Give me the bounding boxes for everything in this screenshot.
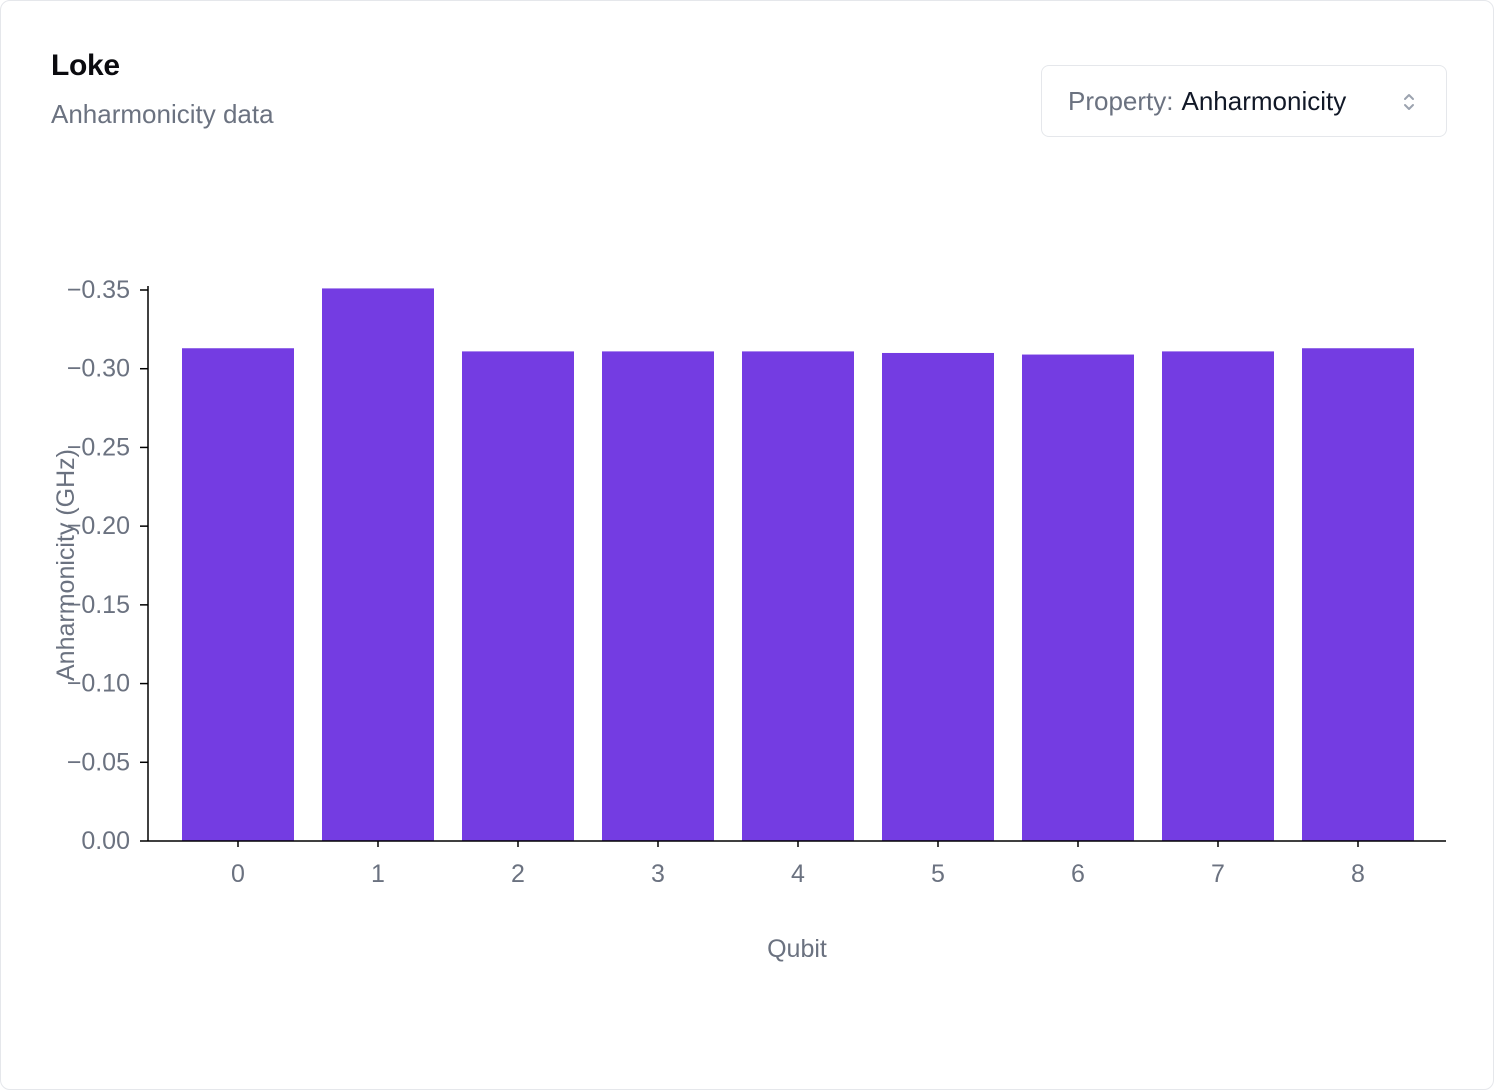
x-tick-label: 1 — [371, 860, 385, 888]
card-subtitle: Anharmonicity data — [51, 99, 274, 129]
x-tick-label: 6 — [1071, 860, 1085, 888]
y-tick-label: −0.20 — [67, 512, 130, 540]
card-title: Loke — [51, 49, 120, 82]
y-tick-label: −0.10 — [67, 670, 130, 698]
bar-qubit-5[interactable] — [882, 352, 994, 841]
y-tick-label: −0.25 — [67, 433, 130, 461]
x-tick-label: 5 — [931, 860, 945, 888]
x-axis-title: Qubit — [767, 935, 827, 963]
bar-qubit-7[interactable] — [1162, 351, 1274, 841]
property-select-value: Anharmonicity — [1181, 85, 1347, 116]
y-tick-label: −0.15 — [67, 591, 130, 619]
y-tick-label: −0.35 — [67, 276, 130, 304]
bar-qubit-6[interactable] — [1022, 354, 1134, 841]
bar-qubit-1[interactable] — [322, 288, 434, 841]
y-tick-label: 0.00 — [81, 827, 130, 855]
x-tick-label: 7 — [1211, 860, 1225, 888]
bar-qubit-0[interactable] — [182, 348, 294, 841]
x-tick-label: 2 — [511, 860, 525, 888]
y-axis-title: Anharmonicity (GHz) — [52, 449, 80, 681]
bar-qubit-3[interactable] — [602, 351, 714, 841]
property-select[interactable]: Property: Anharmonicity — [1041, 65, 1447, 137]
x-tick-label: 4 — [791, 860, 805, 888]
x-tick-label: 8 — [1351, 860, 1365, 888]
property-select-prefix: Property: — [1068, 85, 1174, 116]
bar-qubit-4[interactable] — [742, 351, 854, 841]
x-tick-label: 3 — [651, 860, 665, 888]
y-tick-label: −0.05 — [67, 748, 130, 776]
bar-qubit-8[interactable] — [1302, 348, 1414, 841]
y-tick-label: −0.30 — [67, 355, 130, 383]
bar-qubit-2[interactable] — [462, 351, 574, 841]
x-tick-label: 0 — [231, 860, 245, 888]
chevron-up-down-icon — [1404, 94, 1414, 110]
